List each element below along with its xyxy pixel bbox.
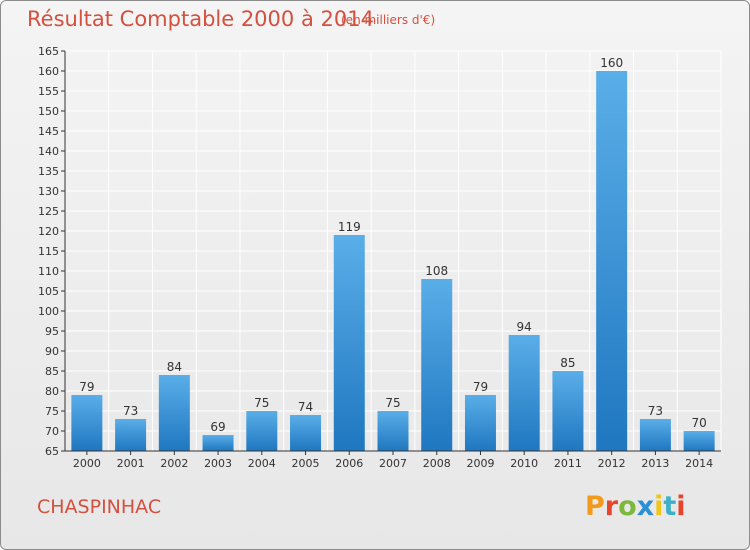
x-tick-label-2013: 2013 [641,457,669,470]
bar-2014 [683,431,715,451]
x-tick-label-2003: 2003 [204,457,232,470]
bar-2011 [552,371,584,451]
y-tick-label: 80 [45,385,59,398]
value-label-2000: 79 [79,380,94,394]
x-tick-label-2006: 2006 [335,457,363,470]
x-tick-label-2011: 2011 [554,457,582,470]
value-label-2013: 73 [648,404,663,418]
bar-2001 [115,419,147,451]
bar-2006 [333,235,365,451]
value-label-2005: 74 [298,400,313,414]
logo-letter: x [636,491,655,522]
bar-2007 [377,411,409,451]
bar-2013 [639,419,671,451]
bar-2008 [421,279,453,451]
axes [61,50,721,455]
x-tick-label-2008: 2008 [423,457,451,470]
y-tick-label: 65 [45,445,59,458]
y-tick-label: 110 [38,265,59,278]
logo-letter: t [663,491,677,522]
value-label-2002: 84 [167,360,182,374]
logo-letter: r [604,491,619,522]
value-label-2004: 75 [254,396,269,410]
x-tick-label-2002: 2002 [160,457,188,470]
y-tick-label: 120 [38,225,59,238]
x-tick-label-2014: 2014 [685,457,713,470]
value-label-2009: 79 [473,380,488,394]
y-tick-label: 75 [45,405,59,418]
y-tick-label: 160 [38,65,59,78]
x-tick-label-2005: 2005 [292,457,320,470]
x-tick-label-2009: 2009 [466,457,494,470]
y-tick-label: 95 [45,325,59,338]
x-tick-label-2000: 2000 [73,457,101,470]
y-tick-label: 125 [38,205,59,218]
chart-subtitle: (en milliers d'€) [341,13,436,27]
x-tick-label-2007: 2007 [379,457,407,470]
y-tick-label: 105 [38,285,59,298]
y-tick-label: 150 [38,105,59,118]
bar-2002 [158,375,190,451]
y-tick-label: 140 [38,145,59,158]
value-label-2003: 69 [210,420,225,434]
y-tick-label: 130 [38,185,59,198]
x-tick-label-2004: 2004 [248,457,276,470]
value-label-2011: 85 [560,356,575,370]
logo-letter: i [676,491,686,522]
x-tick-label-2001: 2001 [117,457,145,470]
bar-2005 [290,415,322,451]
y-tick-label: 70 [45,425,59,438]
y-tick-label: 135 [38,165,59,178]
y-tick-label: 145 [38,125,59,138]
y-tick-label: 85 [45,365,59,378]
value-label-2014: 70 [691,416,706,430]
value-label-2010: 94 [517,320,532,334]
value-label-2006: 119 [338,220,361,234]
y-tick-label: 155 [38,85,59,98]
y-tick-label: 100 [38,305,59,318]
logo-letter: i [654,491,664,522]
bars [71,71,715,451]
labels: 65 70 75 80 85 90 95 100 105 110 115 120 125 130 135 14… [38,45,713,470]
commune-name: CHASPINHAC [37,496,162,518]
y-tick-label: 165 [38,45,59,58]
value-label-2008: 108 [425,264,448,278]
bar-2003 [202,435,234,451]
bar-2004 [246,411,278,451]
y-tick-label: 90 [45,345,59,358]
bar-2012 [596,71,628,451]
y-tick-label: 115 [38,245,59,258]
proxiti-logo: Proxiti [585,491,686,522]
x-tick-label-2010: 2010 [510,457,538,470]
value-label-2012: 160 [600,56,623,70]
value-label-2007: 75 [385,396,400,410]
bar-2010 [508,335,540,451]
bar-2000 [71,395,103,451]
x-tick-label-2012: 2012 [598,457,626,470]
logo-letter: P [585,491,605,522]
chart-title: Résultat Comptable 2000 à 2014 [27,7,374,31]
bar-2009 [464,395,496,451]
logo-letter: o [618,491,637,522]
value-label-2001: 73 [123,404,138,418]
